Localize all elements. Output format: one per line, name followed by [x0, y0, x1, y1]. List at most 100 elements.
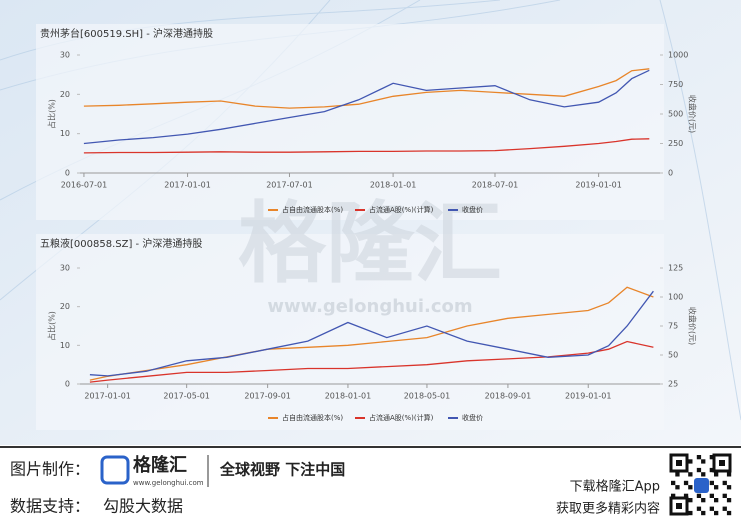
qr-cell: [714, 498, 719, 503]
legend-label: 收盘价: [462, 413, 483, 422]
x-tick-label: 2017-09-01: [244, 392, 291, 401]
panel: [36, 24, 664, 220]
y2-tick-label: 500: [668, 110, 683, 119]
x-tick-label: 2018-07-01: [472, 181, 519, 190]
legend-label: 收盘价: [462, 205, 483, 214]
y2-tick-label: 0: [668, 169, 673, 178]
qr-cell: [714, 510, 719, 516]
footer-label: 图片制作：: [10, 460, 90, 479]
qr-cell: [683, 493, 689, 498]
qr-cell: [671, 493, 676, 498]
qr-cell: [726, 510, 732, 516]
logo-name: 格隆汇: [133, 454, 187, 476]
qr-finder: [676, 503, 682, 509]
qr-cell: [688, 485, 693, 490]
series-line: [83, 69, 650, 145]
qr-cell: [701, 510, 706, 516]
legend-label: 占自由流通股本(%): [282, 205, 343, 214]
y-tick-label: 10: [60, 129, 70, 138]
qr-cell: [722, 480, 727, 486]
y2-tick-label: 75: [668, 322, 678, 331]
series-line: [83, 138, 650, 154]
footer-label: 数据支持：: [10, 497, 90, 516]
qr-cell: [696, 506, 702, 511]
legend-label: 占自由流通股本(%): [282, 413, 343, 422]
y2-tick-label: 50: [668, 351, 678, 360]
slogan: 全球视野 下注中国: [219, 461, 345, 479]
y2-tick-label: 125: [668, 264, 683, 273]
qr-cell: [722, 493, 727, 498]
legend-label: 占流通A股(%)(计算): [369, 413, 434, 422]
qr-cell: [675, 485, 680, 490]
series-line: [83, 68, 650, 109]
x-tick-label: 2019-01-01: [565, 392, 612, 401]
more-text: 获取更多精彩内容: [556, 501, 660, 517]
watermark: 格隆汇: [238, 192, 502, 295]
panel: [36, 234, 664, 430]
y-tick-label: 20: [60, 90, 70, 99]
qr-cell: [709, 493, 714, 498]
watermark-url: www.gelonghui.com: [267, 296, 472, 317]
qr-cell: [709, 506, 714, 511]
qr-cell: [722, 506, 727, 511]
x-tick-label: 2017-01-01: [84, 392, 131, 401]
y-tick-label: 30: [60, 51, 70, 60]
qr-cell: [696, 455, 702, 460]
qr-finder: [719, 460, 725, 466]
y-tick-label: 30: [60, 264, 70, 273]
x-tick-label: 2018-05-01: [404, 392, 451, 401]
qr-cell: [683, 480, 689, 486]
qr-cell: [701, 459, 706, 464]
x-tick-label: 2017-07-01: [266, 181, 313, 190]
y2-tick-label: 1000: [668, 51, 688, 60]
series-line: [89, 290, 654, 377]
x-tick-label: 2017-05-01: [163, 392, 210, 401]
qr-cell: [688, 472, 693, 477]
logo-icon: [100, 455, 130, 485]
qr-cell: [709, 467, 714, 473]
legend-label: 占流通A股(%)(计算): [369, 205, 434, 214]
x-tick-label: 2019-01-01: [575, 181, 622, 190]
chart-title: 贵州茅台[600519.SH] - 沪深港通持股: [40, 27, 213, 40]
qr-cell: [726, 498, 732, 503]
x-tick-label: 2016-07-01: [61, 181, 108, 190]
y-axis-label: 占比(%): [47, 311, 57, 341]
x-tick-label: 2018-09-01: [485, 392, 532, 401]
qr-cell: [726, 485, 732, 490]
qr-cell: [709, 480, 714, 486]
qr-finder: [676, 460, 682, 466]
y2-tick-label: 250: [668, 139, 683, 148]
qr-logo: [694, 478, 709, 493]
series-line: [89, 286, 654, 381]
y2-tick-label: 100: [668, 293, 683, 302]
qr-cell: [671, 480, 676, 486]
y2-tick-label: 25: [668, 380, 678, 389]
qr-cell: [675, 472, 680, 477]
qr-cell: [696, 467, 702, 473]
qr-cell: [726, 472, 732, 477]
y2-axis-label: 收盘价(元): [688, 95, 698, 133]
y-tick-label: 20: [60, 302, 70, 311]
qr-cell: [714, 472, 719, 477]
qr-cell: [701, 472, 706, 477]
data-source: 勾股大数据: [103, 497, 183, 516]
y-tick-label: 0: [65, 380, 70, 389]
qr-cell: [696, 493, 702, 498]
qr-cell: [709, 455, 714, 460]
x-tick-label: 2017-01-01: [164, 181, 211, 190]
y-tick-label: 10: [60, 341, 70, 350]
x-tick-label: 2018-01-01: [370, 181, 417, 190]
chart-title: 五粮液[000858.SZ] - 沪深港通持股: [40, 237, 202, 250]
qr-cell: [714, 485, 719, 490]
app-text: 下载格隆汇App: [570, 479, 660, 495]
logo-url: www.gelonghui.com: [133, 479, 204, 487]
qr-cell: [688, 498, 693, 503]
y2-tick-label: 750: [668, 80, 683, 89]
y2-axis-label: 收盘价(元): [688, 307, 698, 345]
y-axis-label: 占比(%): [47, 99, 57, 129]
x-tick-label: 2018-01-01: [325, 392, 372, 401]
qr-cell: [688, 459, 693, 464]
qr-cell: [688, 510, 693, 516]
qr-cell: [701, 498, 706, 503]
